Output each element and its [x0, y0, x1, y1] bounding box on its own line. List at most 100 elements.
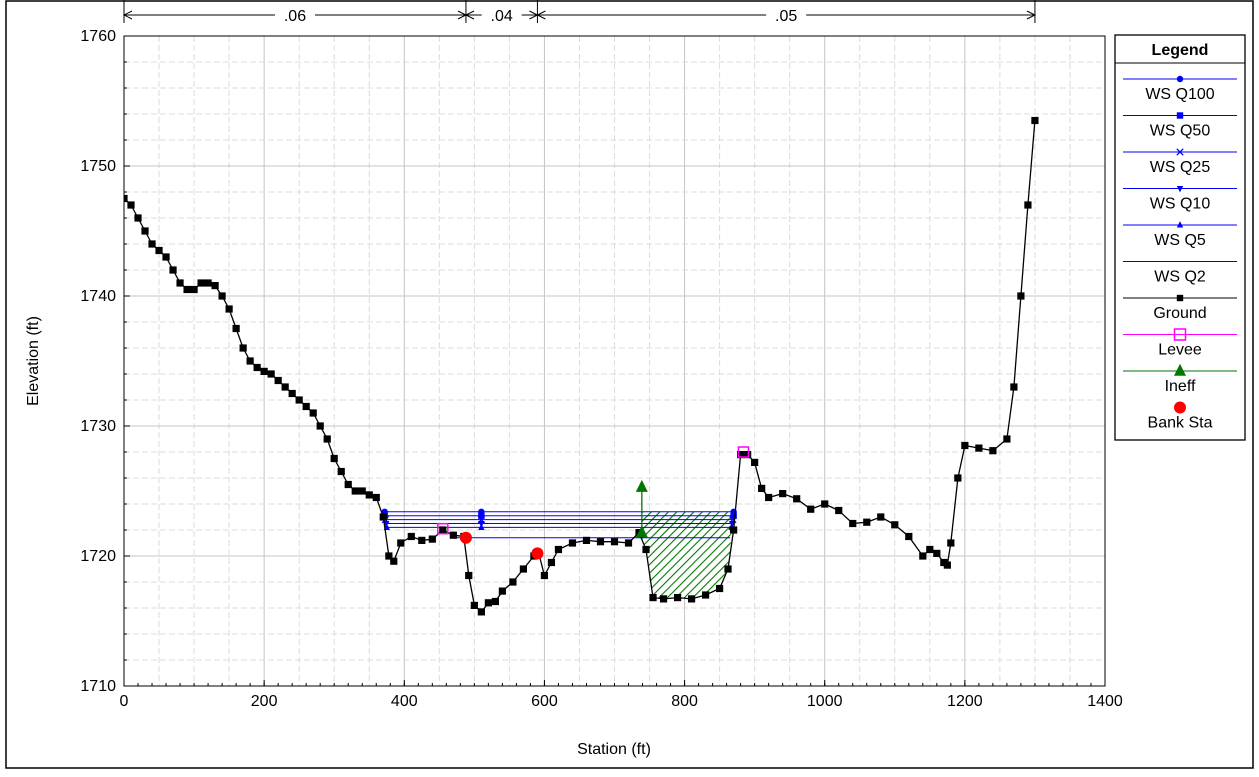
- ground-point: [372, 493, 380, 502]
- ground-point: [947, 539, 955, 547]
- ground-point: [687, 595, 696, 603]
- x-tick-label: 800: [671, 693, 698, 710]
- ground-point: [568, 539, 577, 547]
- legend-entry-levee: Levee: [1123, 328, 1237, 359]
- ground-point: [253, 363, 261, 372]
- ground-point: [281, 383, 289, 391]
- ground-point: [477, 608, 485, 616]
- y-axis-label: Elevation (ft): [25, 316, 42, 406]
- ground-point: [793, 495, 801, 503]
- ground-point: [807, 505, 815, 513]
- ground-point: [975, 444, 983, 452]
- bank-station-marker: [531, 547, 544, 560]
- ground-point: [295, 396, 303, 404]
- y-tick-label: 1740: [80, 288, 116, 305]
- ground-point: [124, 194, 128, 203]
- ground-point: [737, 451, 745, 459]
- bank-station-marker: [459, 531, 472, 544]
- ground-point: [288, 389, 296, 398]
- legend-marker: [1176, 148, 1184, 156]
- ineff-marker: [635, 479, 648, 492]
- legend-marker: [1176, 221, 1184, 228]
- ground-point: [519, 565, 528, 573]
- ws-q50-marker: [478, 512, 485, 519]
- legend-entry-bank-sta: Bank Sta: [1148, 401, 1213, 432]
- ground-point: [246, 357, 254, 365]
- legend-marker: [1174, 363, 1186, 376]
- legend-entry-ws-q50: WS Q50: [1123, 112, 1237, 140]
- ground-point: [849, 519, 857, 528]
- legend-entry-ws-q2: WS Q2: [1123, 261, 1237, 286]
- legend-label: WS Q10: [1150, 196, 1211, 213]
- ground-point: [877, 513, 885, 521]
- ground-point: [470, 601, 478, 609]
- ground-point: [540, 571, 549, 580]
- outer-border: [5, 0, 1254, 769]
- ground-point: [596, 538, 605, 546]
- ground-point: [211, 282, 219, 290]
- legend-entry-ws-q25: WS Q25: [1123, 148, 1237, 176]
- legend-label: Bank Sta: [1148, 415, 1213, 432]
- ground-point: [449, 531, 457, 539]
- ground-point: [390, 557, 398, 565]
- legend-entry-ws-q100: WS Q100: [1123, 75, 1237, 103]
- ground-point: [148, 240, 156, 248]
- grid: [124, 36, 1105, 686]
- ground-point: [232, 324, 240, 333]
- ground-point: [724, 565, 732, 573]
- ground-point: [169, 266, 177, 274]
- legend-marker: [1174, 401, 1186, 414]
- legend-label: WS Q2: [1154, 269, 1206, 286]
- manning-n-label: .04: [491, 8, 513, 25]
- y-tick-label: 1730: [80, 418, 116, 435]
- manning-n-label: .05: [775, 8, 797, 25]
- ground-point: [484, 599, 492, 607]
- ground-point: [926, 545, 934, 554]
- x-tick-label: 1000: [807, 693, 843, 710]
- ground-point: [582, 536, 591, 544]
- ground-point: [649, 594, 657, 602]
- ground-point: [673, 594, 682, 602]
- legend-entry-ws-q5: WS Q5: [1123, 221, 1237, 249]
- ground-point: [919, 552, 927, 560]
- ground-point: [162, 253, 170, 261]
- x-axis-label: Station (ft): [577, 741, 651, 758]
- ground-point: [905, 532, 913, 541]
- ineffective-flow-area: [641, 511, 731, 599]
- x-tick-label: 1400: [1087, 693, 1123, 710]
- manning-arrow-head: [464, 10, 475, 20]
- ground-point: [610, 538, 619, 546]
- ground-point: [1024, 201, 1032, 209]
- manning-arrow-head: [122, 10, 133, 20]
- ground-point: [204, 279, 212, 287]
- ground-point: [385, 552, 393, 560]
- ground-point: [239, 344, 247, 352]
- manning-n-label: .06: [284, 8, 306, 25]
- ground-point: [379, 513, 387, 521]
- ground-point: [316, 422, 324, 430]
- ground-point: [961, 441, 969, 450]
- ground-point: [989, 447, 997, 455]
- legend-label: Levee: [1158, 342, 1202, 359]
- legend-label: Ground: [1153, 305, 1206, 322]
- y-tick-label: 1760: [80, 28, 116, 45]
- legend-label: WS Q100: [1145, 86, 1214, 103]
- ground-point: [730, 526, 738, 534]
- legend-marker: [1176, 294, 1184, 302]
- ground-point: [225, 305, 233, 313]
- ground-point: [330, 454, 338, 463]
- ground-point: [260, 367, 268, 375]
- ground-point: [218, 292, 226, 300]
- ground-point: [365, 491, 373, 499]
- ground-point: [554, 545, 563, 554]
- legend-marker: [1176, 75, 1184, 83]
- ground-point: [337, 467, 345, 476]
- ground-point: [155, 246, 163, 255]
- y-axis: 1710 1720 1730 1740 1750 1760: [80, 28, 130, 695]
- ground-point: [302, 402, 310, 411]
- x-tick-label: 400: [391, 693, 418, 710]
- ground-point: [716, 584, 724, 593]
- ground-point: [418, 536, 426, 544]
- ground-point: [197, 279, 205, 287]
